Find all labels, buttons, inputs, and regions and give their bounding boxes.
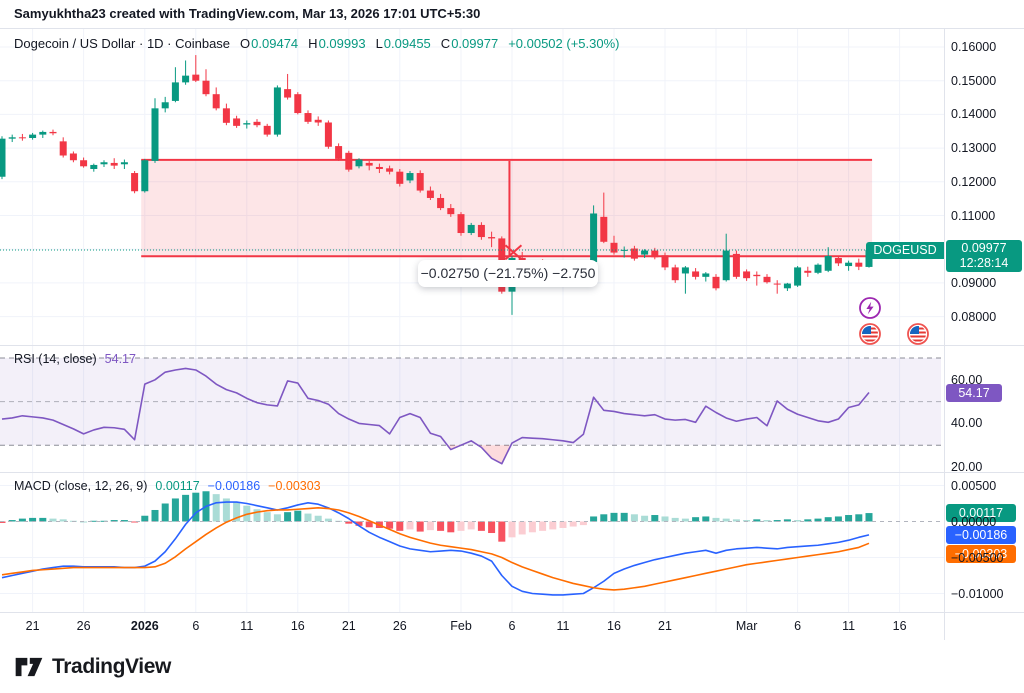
supply-zone <box>141 158 873 258</box>
time-axis-label: 2026 <box>130 619 159 633</box>
time-axis-label: 6 <box>508 619 516 633</box>
macd-signal-line <box>1 507 870 591</box>
time-axis-label: 26 <box>392 619 407 633</box>
measurement-tooltip: −0.02750 (−21.75%) −2.750 <box>418 260 598 287</box>
attribution-text: Samyukhtha23 created with TradingView.co… <box>14 6 481 21</box>
time-axis-label: 16 <box>607 619 621 633</box>
price-range-drawing <box>504 160 523 261</box>
bar-countdown: 12:28:14 <box>959 256 1009 270</box>
ohlc-low: L 0.09455 <box>375 36 431 51</box>
gridlines <box>0 28 944 612</box>
time-axis-label: 21 <box>658 619 672 633</box>
ohlc-high: H 0.09993 <box>308 36 366 51</box>
macd-axis-label: 0.00000 <box>951 514 997 529</box>
time-axis-label: Mar <box>735 619 758 633</box>
time-axis-label: 11 <box>556 619 570 633</box>
time-axis-label: 26 <box>76 619 91 633</box>
rsi-legend[interactable]: RSI (14, close) 54.17 <box>14 352 136 366</box>
macd-hist-axis-badge: 0.00117 <box>946 504 1016 522</box>
time-axis-label: 11 <box>842 619 856 633</box>
price-axis-label: 0.14000 <box>951 107 997 122</box>
time-axis-label: Feb <box>450 619 472 633</box>
time-axis-label: 16 <box>290 619 305 633</box>
macd-axis-label: −0.01000 <box>951 586 1004 601</box>
symbol-legend: Dogecoin / US Dollar · 1D · Coinbase O 0.… <box>14 36 620 51</box>
macd-signal-value: −0.00303 <box>268 479 321 493</box>
time-axis-label: 6 <box>192 619 200 633</box>
macd-plot <box>0 491 944 596</box>
time-axis-label: 21 <box>25 619 40 633</box>
price-axis-label: 0.09000 <box>951 275 997 290</box>
pane-separators <box>0 28 1024 640</box>
macd-hist-value: 0.00117 <box>155 479 200 493</box>
rsi-axis-label: 20.00 <box>951 460 983 474</box>
price-axis-label: 0.08000 <box>951 309 997 324</box>
rsi-line <box>1 367 870 465</box>
macd-legend[interactable]: MACD (close, 12, 26, 9) 0.00117 −0.00186… <box>14 479 321 493</box>
time-axis-label: 6 <box>794 619 802 633</box>
tradingview-logo-icon <box>15 657 43 677</box>
macd-line <box>1 501 870 596</box>
ohlc-close: C 0.09977 <box>440 36 499 51</box>
ohlc-open: O 0.09474 <box>240 36 299 51</box>
tradingview-logo[interactable]: TradingView <box>14 649 171 685</box>
price-axis-label: 0.13000 <box>951 141 997 156</box>
change-value: +0.00502 (+5.30%) <box>508 36 620 51</box>
us-flag-event-icon[interactable] <box>906 322 930 346</box>
price-axis-label: 0.15000 <box>951 73 997 88</box>
brand-name: TradingView <box>52 655 171 678</box>
time-axis-label: 21 <box>341 619 356 633</box>
rsi-band <box>0 357 941 446</box>
macd-line-value: −0.00186 <box>207 479 261 493</box>
rsi-axis-badge: 54.17 <box>946 384 1002 402</box>
time-axis-label: 16 <box>892 619 907 633</box>
us-flag-event-icon[interactable] <box>858 322 882 346</box>
last-price: 0.09977 <box>961 241 1007 255</box>
macd-axis-label: −0.00500 <box>951 550 1004 565</box>
time-axis-label: 11 <box>240 619 254 633</box>
price-axis-label: 0.12000 <box>951 174 997 189</box>
rsi-axis-label: 40.00 <box>951 416 983 431</box>
symbol-title[interactable]: Dogecoin / US Dollar · 1D · Coinbase <box>14 36 231 51</box>
rsi-plot <box>1 367 870 465</box>
price-axis-label: 0.11000 <box>951 208 996 223</box>
price-axis-label: 0.16000 <box>951 40 997 54</box>
macd-signal-axis-badge: −0.00303 <box>946 545 1016 563</box>
macd-line-axis-badge: −0.00186 <box>946 526 1016 544</box>
rsi-value: 54.17 <box>104 352 136 366</box>
rsi-axis-label: 60.00 <box>951 372 983 387</box>
lightning-event-icon[interactable] <box>858 296 882 320</box>
macd-axis-label: 0.00500 <box>951 478 997 493</box>
symbol-price-badge-label: DOGEUSD <box>866 242 944 259</box>
symbol-price-badge: 0.09977 12:28:14 <box>946 240 1022 272</box>
